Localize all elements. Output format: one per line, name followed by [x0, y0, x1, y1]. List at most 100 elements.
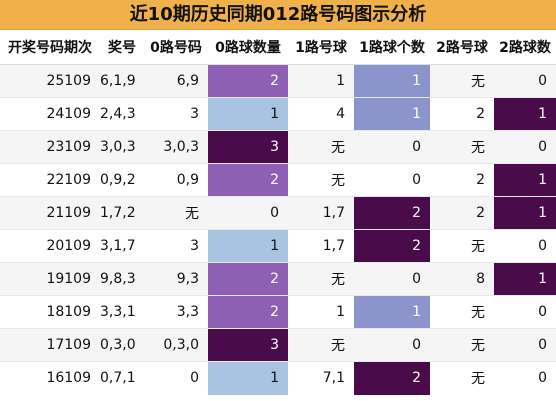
route0-count-cell: 2	[208, 262, 288, 296]
prize-cell: 0,3,0	[100, 328, 144, 362]
route0-numbers-cell: 6,9	[144, 64, 208, 98]
prize-cell: 9,8,3	[100, 262, 144, 296]
table-row: 21109 1,7,2 无 0 1,7 2 2 1	[0, 196, 556, 230]
prize-cell: 3,3,1	[100, 295, 144, 329]
table-row: 24109 2,4,3 3 1 4 1 2 1	[0, 97, 556, 131]
route2-count-cell: 0	[494, 295, 556, 329]
route1-count-cell: 1	[354, 97, 430, 131]
route2-numbers-cell: 2	[430, 196, 494, 230]
prize-cell: 2,4,3	[100, 97, 144, 131]
route0-numbers-cell: 3	[144, 97, 208, 131]
route2-count-cell: 1	[494, 163, 556, 197]
route1-count-cell: 2	[354, 361, 430, 395]
route1-numbers-cell: 4	[288, 97, 354, 131]
period-cell: 22109	[0, 163, 100, 197]
route1-count-cell: 0	[354, 130, 430, 164]
route1-count-cell: 0	[354, 163, 430, 197]
route1-numbers-cell: 7,1	[288, 361, 354, 395]
route1-numbers-cell: 1	[288, 295, 354, 329]
route2-count-cell: 0	[494, 361, 556, 395]
route0-numbers-cell: 3,3	[144, 295, 208, 329]
route0-numbers-cell: 0,3,0	[144, 328, 208, 362]
route2-numbers-cell: 2	[430, 97, 494, 131]
route2-numbers-cell: 无	[430, 295, 494, 329]
route0-count-cell: 1	[208, 97, 288, 131]
route2-numbers-cell: 无	[430, 130, 494, 164]
route0-count-cell: 2	[208, 163, 288, 197]
prize-cell: 3,0,3	[100, 130, 144, 164]
header-route1-count: 1路球个数	[354, 30, 430, 65]
period-cell: 25109	[0, 64, 100, 98]
route1-count-cell: 2	[354, 196, 430, 230]
route2-count-cell: 1	[494, 196, 556, 230]
period-cell: 19109	[0, 262, 100, 296]
prize-cell: 0,9,2	[100, 163, 144, 197]
route0-count-cell: 2	[208, 64, 288, 98]
route0-count-cell: 0	[208, 196, 288, 230]
route1-numbers-cell: 1,7	[288, 229, 354, 263]
route2-count-cell: 0	[494, 328, 556, 362]
route1-numbers-cell: 无	[288, 130, 354, 164]
route2-count-cell: 0	[494, 64, 556, 98]
table-row: 16109 0,7,1 0 1 7,1 2 无 0	[0, 361, 556, 395]
table-row: 25109 6,1,9 6,9 2 1 1 无 0	[0, 64, 556, 98]
route1-count-cell: 1	[354, 295, 430, 329]
route2-count-cell: 0	[494, 130, 556, 164]
route0-numbers-cell: 3	[144, 229, 208, 263]
route1-numbers-cell: 无	[288, 163, 354, 197]
route2-count-cell: 0	[494, 229, 556, 263]
period-cell: 18109	[0, 295, 100, 329]
route1-count-cell: 0	[354, 328, 430, 362]
prize-cell: 6,1,9	[100, 64, 144, 98]
table-row: 18109 3,3,1 3,3 2 1 1 无 0	[0, 295, 556, 329]
route1-numbers-cell: 1	[288, 64, 354, 98]
route1-count-cell: 0	[354, 262, 430, 296]
period-cell: 20109	[0, 229, 100, 263]
period-cell: 17109	[0, 328, 100, 362]
header-route1-numbers: 1路号球	[288, 30, 354, 65]
route0-count-cell: 1	[208, 229, 288, 263]
period-cell: 21109	[0, 196, 100, 230]
route0-numbers-cell: 0,9	[144, 163, 208, 197]
prize-cell: 1,7,2	[100, 196, 144, 230]
route1-count-cell: 1	[354, 64, 430, 98]
header-prize: 奖号	[100, 30, 144, 65]
route2-count-cell: 1	[494, 262, 556, 296]
period-cell: 23109	[0, 130, 100, 164]
route0-numbers-cell: 9,3	[144, 262, 208, 296]
route2-count-cell: 1	[494, 97, 556, 131]
route0-numbers-cell: 0	[144, 361, 208, 395]
route1-numbers-cell: 无	[288, 328, 354, 362]
route2-numbers-cell: 无	[430, 328, 494, 362]
prize-cell: 0,7,1	[100, 361, 144, 395]
route0-count-cell: 1	[208, 361, 288, 395]
route0-numbers-cell: 无	[144, 196, 208, 230]
header-route0-count: 0路球数量	[208, 30, 288, 65]
header-row: 开奖号码期次 奖号 0路号码 0路球数量 1路号球 1路球个数 2路号球 2路球…	[0, 30, 556, 65]
route0-count-cell: 2	[208, 295, 288, 329]
table-row: 20109 3,1,7 3 1 1,7 2 无 0	[0, 229, 556, 263]
header-route2-count: 2路球数	[494, 30, 556, 65]
route1-numbers-cell: 1,7	[288, 196, 354, 230]
header-period: 开奖号码期次	[0, 30, 100, 65]
page-title: 近10期历史同期012路号码图示分析	[0, 0, 556, 30]
route2-numbers-cell: 无	[430, 229, 494, 263]
header-route0-numbers: 0路号码	[144, 30, 208, 65]
period-cell: 24109	[0, 97, 100, 131]
route0-count-cell: 3	[208, 328, 288, 362]
period-cell: 16109	[0, 361, 100, 395]
route2-numbers-cell: 无	[430, 64, 494, 98]
table-row: 17109 0,3,0 0,3,0 3 无 0 无 0	[0, 328, 556, 362]
route1-numbers-cell: 无	[288, 262, 354, 296]
table-row: 19109 9,8,3 9,3 2 无 0 8 1	[0, 262, 556, 296]
header-route2-numbers: 2路号球	[430, 30, 494, 65]
route2-numbers-cell: 2	[430, 163, 494, 197]
route0-numbers-cell: 3,0,3	[144, 130, 208, 164]
table-row: 22109 0,9,2 0,9 2 无 0 2 1	[0, 163, 556, 197]
prize-cell: 3,1,7	[100, 229, 144, 263]
route1-count-cell: 2	[354, 229, 430, 263]
route-analysis-table: 开奖号码期次 奖号 0路号码 0路球数量 1路号球 1路球个数 2路号球 2路球…	[0, 30, 556, 395]
route0-count-cell: 3	[208, 130, 288, 164]
table-row: 23109 3,0,3 3,0,3 3 无 0 无 0	[0, 130, 556, 164]
